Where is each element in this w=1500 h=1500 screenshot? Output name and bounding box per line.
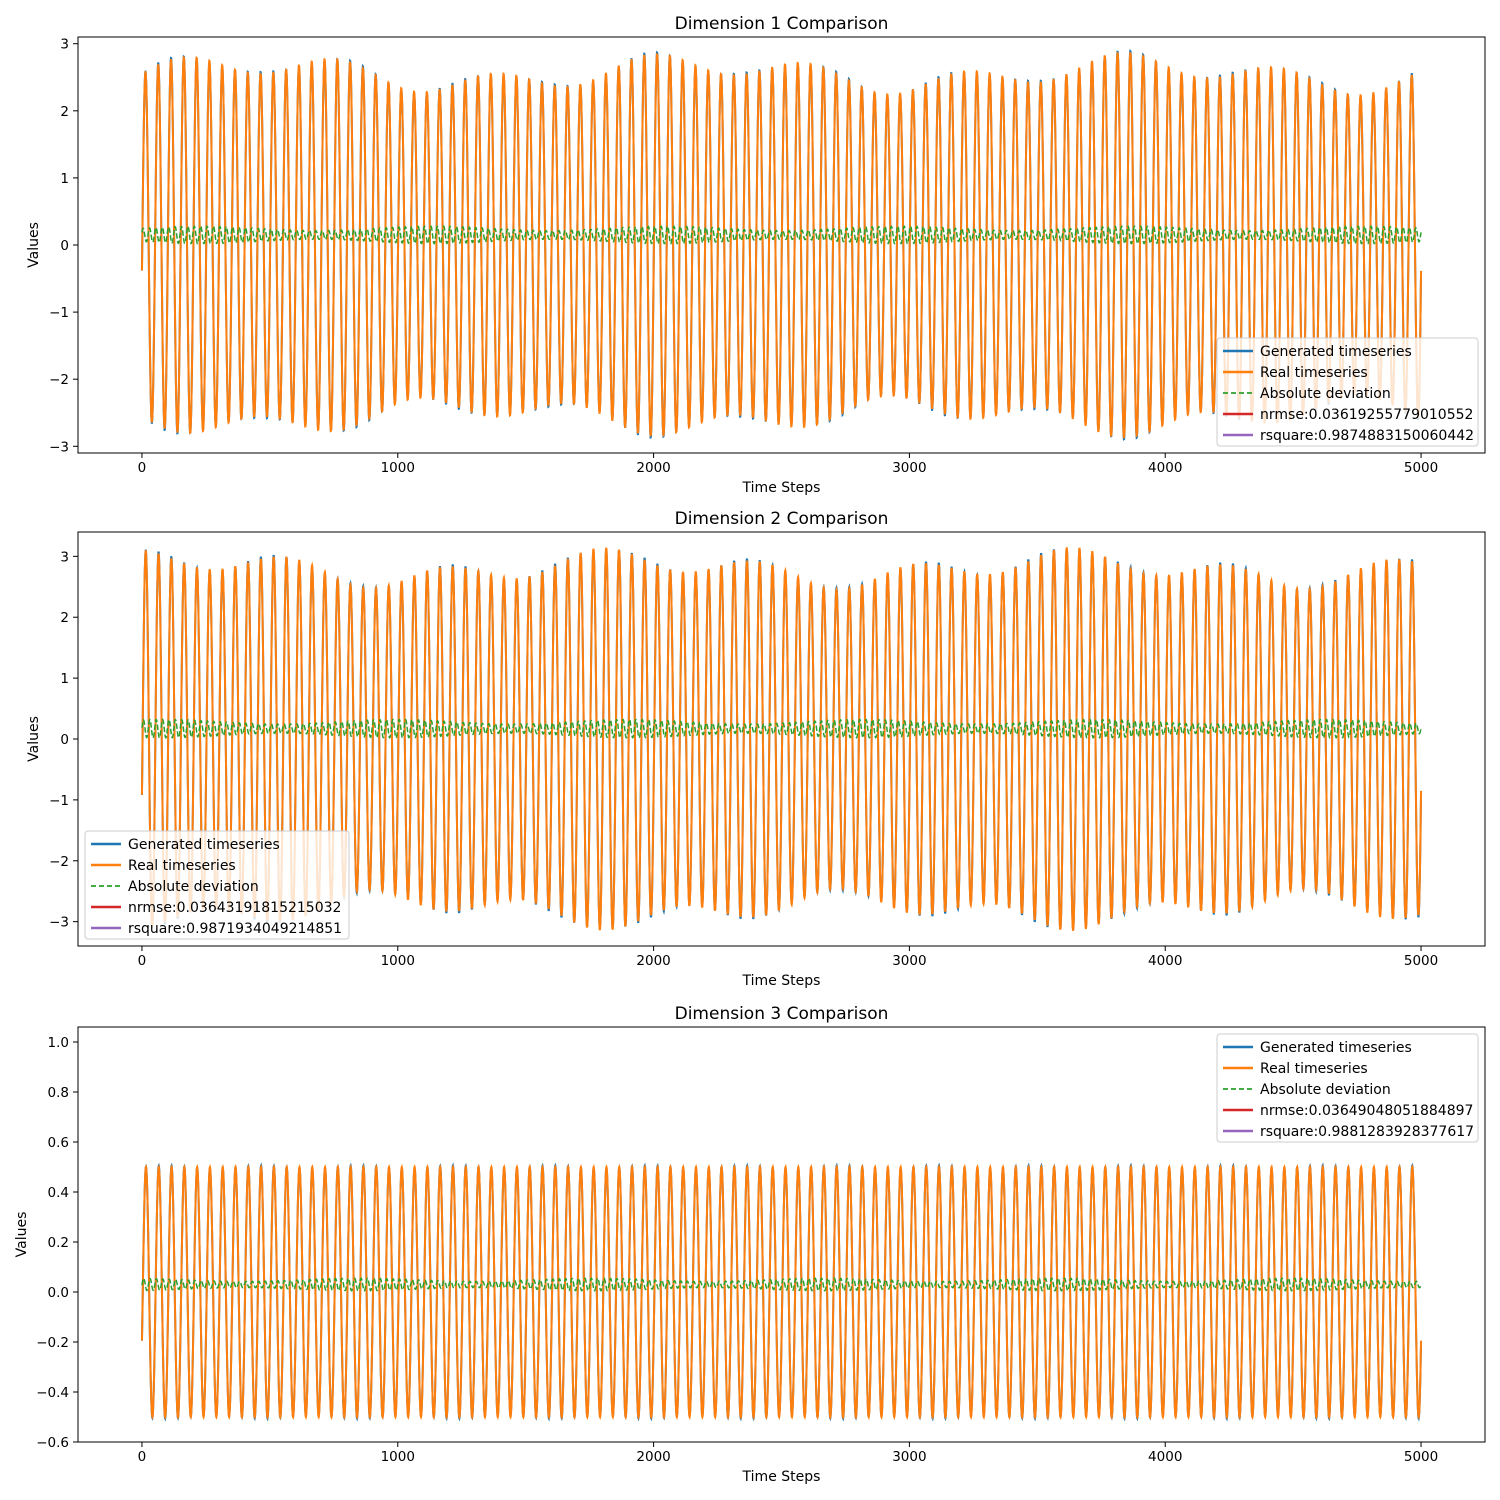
x-tick-label: 4000 (1148, 1449, 1182, 1465)
y-axis-label: Values (26, 716, 42, 762)
x-tick-label: 5000 (1404, 460, 1438, 476)
chart-panel-2: Dimension 2 Comparison 0 1000 2000 3000 4000 5… (26, 509, 1486, 989)
x-tick-label: 3000 (892, 953, 926, 969)
chart-title: Dimension 2 Comparison (675, 509, 889, 529)
legend-label: Generated timeseries (128, 837, 280, 853)
y-axis-label: Values (14, 1212, 30, 1258)
legend-label: Real timeseries (1260, 1061, 1368, 1077)
y-tick-label: −3 (49, 915, 69, 931)
legend-label: rsquare:0.9871934049214851 (128, 921, 342, 937)
x-tick-label: 1000 (381, 953, 415, 969)
y-tick-label: 3 (60, 37, 69, 53)
chart-title: Dimension 1 Comparison (675, 14, 889, 34)
y-tick-label: 3 (60, 549, 69, 565)
legend-label: Absolute deviation (1260, 1082, 1391, 1098)
y-tick-label: −2 (49, 372, 69, 388)
y-tick-label: −3 (49, 439, 69, 455)
y-tick-label: 2 (60, 610, 69, 626)
y-tick-label: −2 (49, 854, 69, 870)
series-real-timeseries (140, 51, 1423, 439)
y-tick-label: −0.2 (36, 1335, 69, 1351)
x-tick-label: 5000 (1404, 1449, 1438, 1465)
x-tick-label: 0 (138, 953, 147, 969)
legend-label: nrmse:0.03619255779010552 (1260, 407, 1473, 423)
series-real-timeseries (140, 547, 1423, 931)
y-tick-label: −1 (49, 793, 69, 809)
legend: Generated timeseries Real timeseries Absol… (1216, 1033, 1479, 1143)
series-real-timeseries (140, 1163, 1423, 1421)
y-tick-label: 0 (60, 238, 69, 254)
x-axis-label: Time Steps (742, 973, 821, 989)
legend-label: rsquare:0.9881283928377617 (1260, 1124, 1474, 1140)
y-tick-label: 0 (60, 732, 69, 748)
y-tick-label: −1 (49, 305, 69, 321)
legend-label: rsquare:0.9874883150060442 (1260, 428, 1474, 444)
x-tick-label: 1000 (381, 1449, 415, 1465)
x-axis-label: Time Steps (742, 480, 821, 496)
y-tick-label: 0.2 (48, 1235, 69, 1251)
chart-panel-1: Dimension 1 Comparison 0 1000 2000 3000 4000 5… (26, 14, 1486, 496)
x-tick-label: 4000 (1148, 460, 1182, 476)
y-tick-label: 1 (60, 671, 69, 687)
plot-area (140, 1162, 1423, 1422)
y-tick-label: −0.4 (36, 1385, 69, 1401)
legend-label: Real timeseries (1260, 365, 1368, 381)
legend-label: Generated timeseries (1260, 1040, 1412, 1056)
chart-title: Dimension 3 Comparison (675, 1004, 889, 1024)
y-tick-label: 1.0 (48, 1035, 69, 1051)
y-tick-label: 0.0 (48, 1285, 69, 1301)
x-tick-label: 3000 (892, 460, 926, 476)
legend-label: Generated timeseries (1260, 344, 1412, 360)
legend-label: nrmse:0.03643191815215032 (128, 900, 341, 916)
series-absolute-deviation (141, 718, 1422, 739)
x-tick-label: 2000 (636, 1449, 670, 1465)
chart-panel-3: Dimension 3 Comparison 0 1000 2000 3000 4000 5… (14, 1004, 1486, 1485)
x-tick-label: 2000 (636, 460, 670, 476)
legend: Generated timeseries Real timeseries Absol… (1216, 337, 1479, 447)
legend-box (1216, 1033, 1479, 1143)
y-tick-label: 2 (60, 104, 69, 120)
plot-area (140, 49, 1423, 441)
axes-frame (77, 1026, 1486, 1443)
plot-area (140, 547, 1423, 931)
legend-label: Absolute deviation (1260, 386, 1391, 402)
legend-label: Real timeseries (128, 858, 236, 874)
x-tick-label: 1000 (381, 460, 415, 476)
x-tick-label: 0 (138, 1449, 147, 1465)
y-tick-label: 0.6 (48, 1135, 69, 1151)
legend-label: nrmse:0.03649048051884897 (1260, 1103, 1473, 1119)
x-tick-label: 0 (138, 460, 147, 476)
y-tick-label: 1 (60, 171, 69, 187)
series-absolute-deviation (141, 1277, 1422, 1292)
x-tick-label: 4000 (1148, 953, 1182, 969)
y-tick-label: −0.6 (36, 1435, 69, 1451)
legend: Generated timeseries Real timeseries Absol… (84, 830, 350, 940)
legend-box (1216, 337, 1479, 447)
y-tick-label: 0.8 (48, 1085, 69, 1101)
x-axis-label: Time Steps (742, 1469, 821, 1485)
y-tick-label: 0.4 (48, 1185, 69, 1201)
x-tick-label: 5000 (1404, 953, 1438, 969)
x-tick-label: 3000 (892, 1449, 926, 1465)
legend-label: Absolute deviation (128, 879, 259, 895)
series-absolute-deviation (141, 225, 1422, 245)
legend-box (84, 830, 350, 940)
x-tick-label: 2000 (636, 953, 670, 969)
y-axis-label: Values (26, 222, 42, 268)
